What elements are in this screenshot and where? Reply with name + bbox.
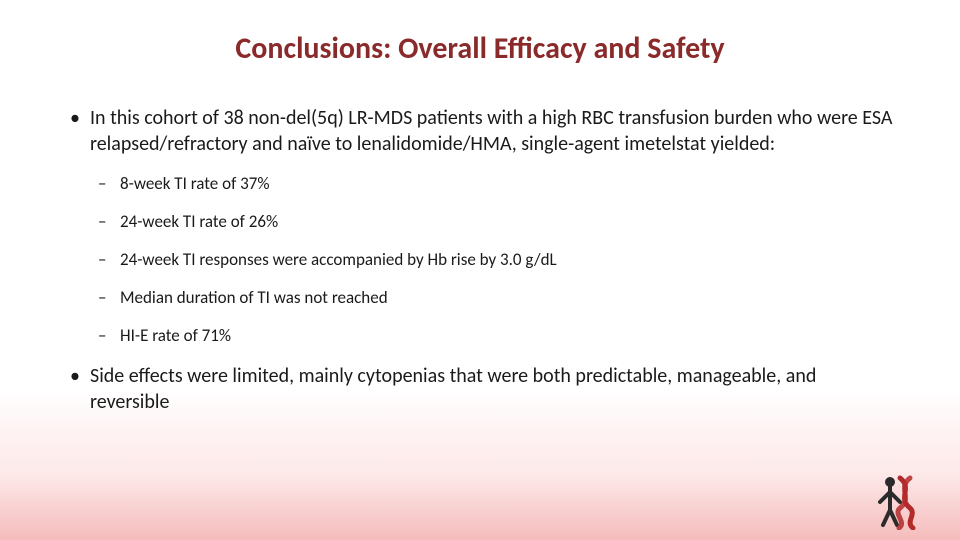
sub-bullet-4: Median duration of TI was not reached — [90, 287, 900, 309]
sub-bullet-2: 24-week TI rate of 26% — [90, 211, 900, 233]
sub-bullet-5: HI-E rate of 71% — [90, 325, 900, 347]
sub-bullet-list: 8-week TI rate of 37% 24-week TI rate of… — [90, 173, 900, 347]
bullet-list: In this cohort of 38 non-del(5q) LR-MDS … — [60, 105, 900, 415]
bullet-1-text: In this cohort of 38 non-del(5q) LR-MDS … — [90, 106, 892, 156]
slide-title: Conclusions: Overall Efficacy and Safety — [60, 30, 900, 67]
sub-bullet-3: 24-week TI responses were accompanied by… — [90, 249, 900, 271]
bullet-2: Side effects were limited, mainly cytope… — [60, 363, 900, 415]
slide-content: Conclusions: Overall Efficacy and Safety… — [0, 0, 960, 415]
sub-bullet-1: 8-week TI rate of 37% — [90, 173, 900, 195]
bullet-1: In this cohort of 38 non-del(5q) LR-MDS … — [60, 105, 900, 347]
dna-figure-icon — [865, 470, 925, 530]
